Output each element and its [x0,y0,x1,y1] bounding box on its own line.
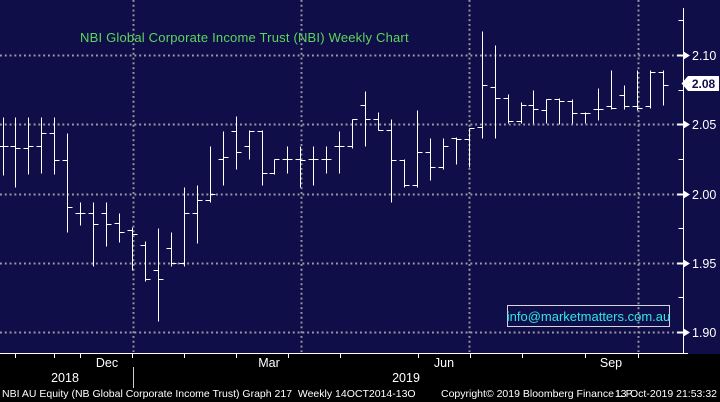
ohlc-bar [580,112,591,124]
y-axis-tick-arrow [677,190,690,199]
ohlc-bar [438,138,449,170]
ohlc-bar [49,117,60,175]
ohlc-bar [0,117,9,176]
ohlc-bar [386,119,397,203]
ohlc-bar [101,202,112,247]
y-axis-label: 1.95 [692,257,716,271]
ohlc-bar [554,98,565,125]
ohlc-bar [179,187,190,267]
ohlc-bar [541,98,552,124]
screenshot-timestamp: 13-Oct-2019 21:53:32 [614,388,717,400]
y-axis-tick-arrow [677,328,690,337]
ohlc-bar [399,159,410,188]
ohlc-bar [347,118,358,149]
ohlc-bar [528,90,539,124]
x-axis-label-sep: Sep [599,356,623,370]
ohlc-bar [153,228,164,322]
watermark-email: info@marketmatters.com.au [506,308,671,324]
x-axis-year-2019: 2019 [392,371,420,385]
ohlc-bar [10,117,21,188]
ohlc-bar [503,94,514,124]
ohlc-bar [464,127,475,168]
ohlc-bar [140,241,151,282]
watermark-box: info@marketmatters.com.au [507,305,670,327]
ohlc-bar [244,130,255,160]
ohlc-bar [295,146,306,188]
y-axis-tick-arrow [677,259,690,268]
y-axis-label: 2.05 [692,118,716,132]
ohlc-bar [308,146,319,186]
ohlc-bar [23,117,34,175]
x-axis-label-mar: Mar [258,356,280,370]
ohlc-bar [205,146,216,203]
ohlc-bar [593,88,604,121]
ohlc-bar [425,138,436,181]
ohlc-bar [88,202,99,267]
ohlc-bar [567,99,578,124]
axis-footer-strip [0,354,720,402]
ohlc-bar [606,70,617,110]
last-price-label: 2.08 [692,77,716,91]
ohlc-bar [75,202,86,226]
ohlc-bar [282,146,293,174]
copyright-notice: Copyright© 2019 Bloomberg Finance L.P. [441,388,635,400]
ohlc-bar [516,102,527,124]
y-axis-tick-arrow [677,120,690,129]
ohlc-bar [451,137,462,165]
ohlc-bar [166,232,177,267]
ohlc-bar [334,131,345,174]
security-description: NBI AU Equity (NB Global Corporate Incom… [2,388,416,400]
ohlc-bar [619,85,630,110]
price-bars [0,31,669,322]
y-axis-label: 2.00 [692,188,716,202]
ohlc-bar [632,70,643,111]
ohlc-bar [658,70,669,106]
ohlc-bar [114,213,125,243]
ohlc-bar [257,130,268,186]
ohlc-bar [477,31,488,139]
ohlc-bar [62,133,73,233]
ohlc-bar [127,227,138,271]
chart-title: NBI Global Corporate Income Trust (NBI) … [80,30,409,45]
ohlc-bar [490,45,501,139]
ohlc-bar [321,146,332,174]
ohlc-bar [373,112,384,132]
ohlc-bar [360,91,371,147]
ohlc-bar [269,158,280,175]
x-axis-year-2018: 2018 [51,371,79,385]
x-axis-label-dec: Dec [95,356,119,370]
ohlc-bar [218,131,229,186]
y-axis-label: 1.90 [692,326,716,340]
last-price-marker [681,76,719,91]
x-axis-label-jun: Jun [433,356,455,370]
ohlc-bar [192,185,203,244]
ohlc-bar [231,116,242,170]
y-axis-label: 2.10 [692,49,716,63]
ohlc-bar [645,70,656,109]
ohlc-bar [36,117,47,174]
ohlc-bar [412,110,423,188]
y-axis-tick-arrow [677,51,690,60]
